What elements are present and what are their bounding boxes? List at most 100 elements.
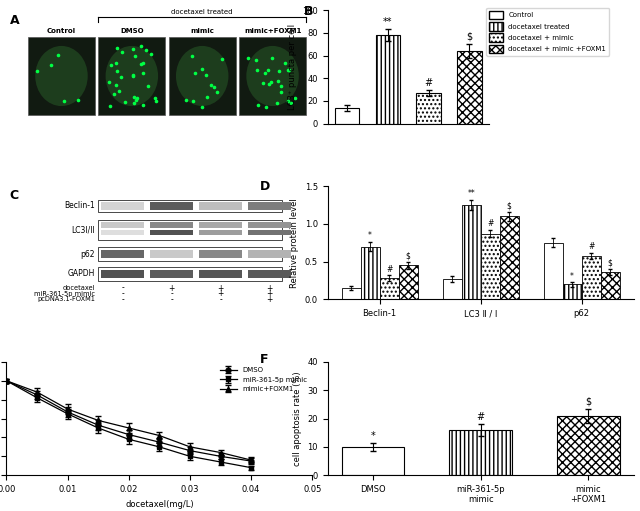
Text: Control: Control [47,28,76,34]
Point [104,102,115,110]
Bar [248,202,291,210]
Point [190,68,200,77]
Bar [150,229,193,236]
Point [266,78,276,86]
Point [259,68,269,77]
Point [260,103,271,111]
Point [143,82,154,90]
Point [120,98,130,106]
Bar [199,270,242,278]
Text: B: B [303,5,313,17]
Point [289,94,300,102]
Point [136,60,146,68]
Point [286,99,296,107]
Point [130,52,140,60]
Bar [342,447,404,475]
Bar [449,430,512,475]
Bar [150,250,193,258]
Bar [380,278,399,299]
Point [280,59,290,67]
Text: F: F [260,353,269,366]
Bar [360,246,380,299]
Bar [150,270,193,278]
Bar [248,229,291,236]
Point [264,80,275,88]
Bar [168,37,236,114]
Y-axis label: Relative protein level: Relative protein level [291,198,300,288]
Text: -: - [122,284,124,293]
Point [258,79,268,87]
Text: **: ** [467,189,475,198]
Text: $: $ [467,32,472,42]
Ellipse shape [106,46,158,106]
Bar [563,284,582,299]
Point [243,54,253,62]
Point [45,61,56,69]
Text: D: D [260,180,271,193]
Point [276,88,286,97]
Point [216,55,227,63]
Legend: Control, docetaxel treated, docetaxel + mimic, docetaxel + mimic +FOXM1: Control, docetaxel treated, docetaxel + … [486,8,609,56]
Point [111,44,122,52]
Y-axis label: LC3⁺ puncta per cell: LC3⁺ puncta per cell [287,24,296,110]
Bar [342,288,360,299]
Text: -: - [122,295,124,304]
Point [252,66,262,74]
Point [188,97,198,105]
Point [284,65,294,74]
Point [253,101,263,109]
Point [129,93,139,101]
Text: Beclin-1: Beclin-1 [65,201,95,211]
Ellipse shape [176,46,228,106]
Bar [443,279,461,299]
Point [151,97,161,105]
Point [252,56,262,64]
Bar [150,202,193,210]
Point [212,87,223,96]
Text: $: $ [608,259,612,268]
Bar [101,270,144,278]
Point [188,52,198,60]
Text: DMSO: DMSO [120,28,143,34]
Text: *: * [570,271,574,281]
Text: $: $ [586,397,591,407]
Text: miR-361-5p mimic: miR-361-5p mimic [34,291,95,297]
Bar [101,250,144,258]
Bar [543,243,563,299]
Bar [557,415,620,475]
Point [111,59,122,67]
Bar [417,93,441,124]
Text: #: # [424,78,433,88]
Point [32,67,42,75]
Bar [98,200,282,212]
Point [209,83,219,91]
Text: -: - [170,289,173,298]
Text: #: # [487,219,493,228]
Bar [98,37,166,114]
Bar [457,51,482,124]
Point [136,42,146,50]
Point [196,103,207,111]
Bar [98,267,282,281]
Point [141,46,151,54]
Bar [101,202,144,210]
Text: #: # [588,242,595,251]
Bar [582,256,601,299]
Text: docetaxel treated: docetaxel treated [172,9,233,15]
Bar [199,222,242,227]
Ellipse shape [35,46,88,106]
Bar [500,216,518,299]
Bar [481,234,500,299]
Bar [199,229,242,236]
Point [196,65,207,74]
Point [129,99,140,107]
X-axis label: docetaxel(mg/L): docetaxel(mg/L) [125,500,194,508]
Point [274,66,284,75]
Text: A: A [10,14,19,27]
Point [127,71,138,79]
Text: pcDNA3.1-FOXM1: pcDNA3.1-FOXM1 [37,296,95,303]
Bar [248,270,291,278]
Text: p62: p62 [81,249,95,259]
Point [146,50,156,58]
Text: GAPDH: GAPDH [68,269,95,278]
